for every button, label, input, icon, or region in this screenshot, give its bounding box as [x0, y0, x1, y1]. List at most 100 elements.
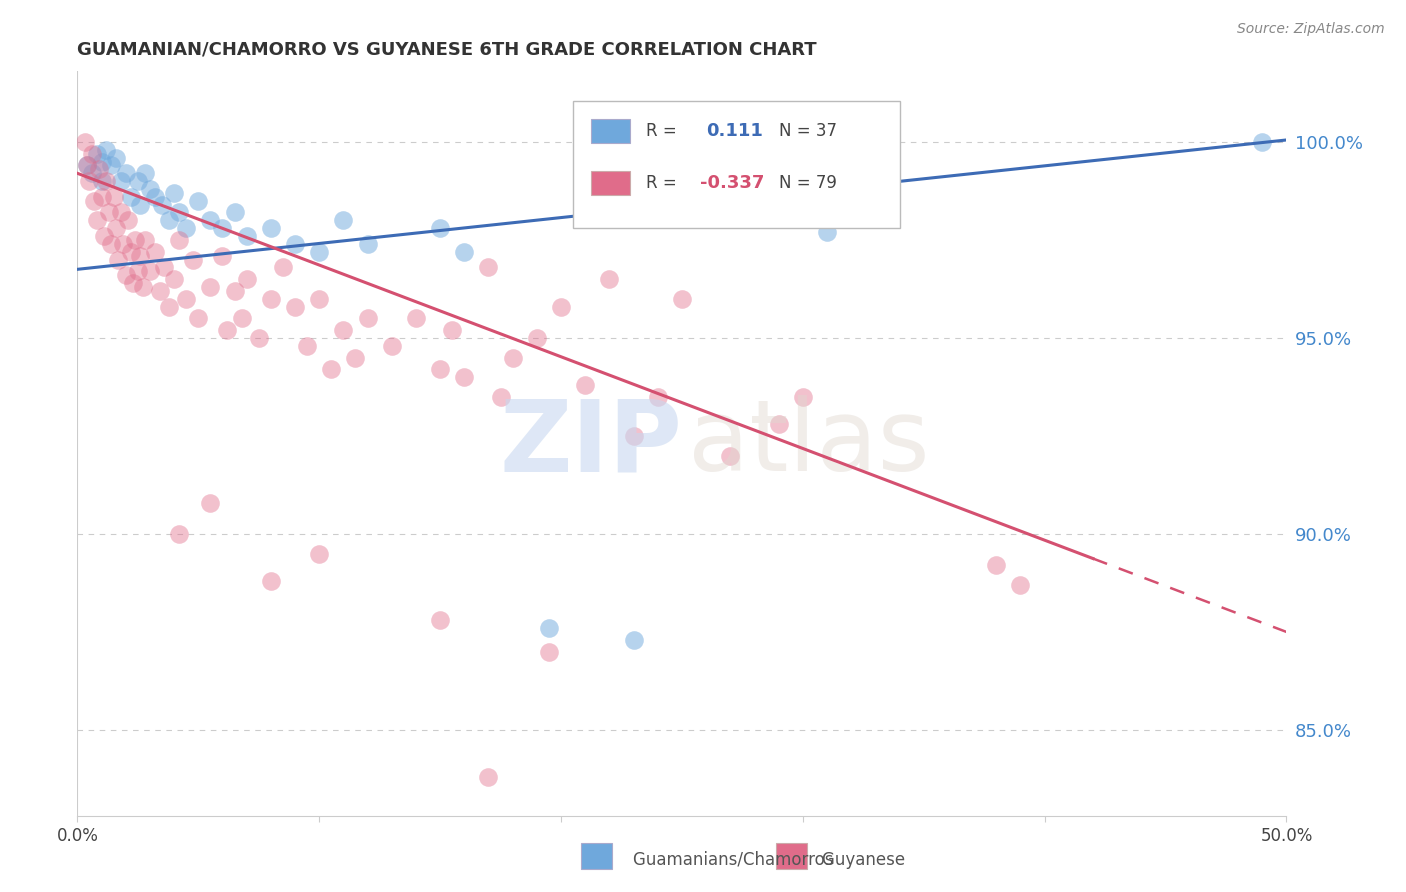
Text: R =: R = — [645, 174, 676, 192]
Point — [134, 166, 156, 180]
Point — [127, 264, 149, 278]
Text: Guyanese: Guyanese — [801, 851, 905, 869]
Point — [453, 244, 475, 259]
Point — [211, 249, 233, 263]
Point — [768, 417, 790, 432]
Point — [79, 174, 101, 188]
Point — [90, 174, 112, 188]
Point — [96, 143, 118, 157]
Text: N = 37: N = 37 — [779, 122, 837, 140]
Point — [356, 236, 378, 251]
Point — [120, 190, 142, 204]
Point — [103, 190, 125, 204]
Point — [235, 229, 257, 244]
Point — [200, 280, 222, 294]
Point — [110, 205, 132, 219]
FancyBboxPatch shape — [574, 101, 900, 227]
Point — [235, 272, 257, 286]
Point — [671, 292, 693, 306]
Point — [153, 260, 176, 275]
Point — [134, 233, 156, 247]
Text: Guamanians/Chamorros: Guamanians/Chamorros — [612, 851, 834, 869]
FancyBboxPatch shape — [592, 119, 630, 143]
Point — [96, 174, 118, 188]
Text: -0.337: -0.337 — [700, 174, 765, 192]
Point — [623, 632, 645, 647]
Point — [148, 284, 170, 298]
Point — [792, 390, 814, 404]
Point — [623, 429, 645, 443]
Point — [986, 558, 1008, 573]
Point — [76, 158, 98, 172]
Point — [200, 495, 222, 509]
Point — [167, 205, 190, 219]
Text: ZIP: ZIP — [499, 395, 682, 492]
Point — [174, 221, 197, 235]
Point — [187, 194, 209, 208]
Point — [129, 197, 152, 211]
Point — [163, 186, 186, 200]
Point — [100, 236, 122, 251]
Point — [127, 174, 149, 188]
Point — [441, 323, 464, 337]
Point — [73, 135, 96, 149]
FancyBboxPatch shape — [581, 843, 612, 869]
Point — [90, 154, 112, 169]
Point — [308, 244, 330, 259]
Point — [122, 276, 145, 290]
Point — [489, 390, 512, 404]
Point — [332, 213, 354, 227]
Point — [86, 213, 108, 227]
Point — [105, 151, 128, 165]
Point — [598, 272, 620, 286]
Point — [157, 213, 180, 227]
Point — [167, 527, 190, 541]
Point — [405, 311, 427, 326]
Point — [187, 311, 209, 326]
Text: Source: ZipAtlas.com: Source: ZipAtlas.com — [1237, 22, 1385, 37]
Point — [183, 252, 205, 267]
Point — [815, 225, 838, 239]
Point — [537, 644, 560, 658]
Point — [284, 236, 307, 251]
Point — [453, 370, 475, 384]
Point — [647, 390, 669, 404]
Point — [429, 362, 451, 376]
Point — [550, 300, 572, 314]
Point — [80, 146, 103, 161]
Point — [93, 229, 115, 244]
Point — [271, 260, 294, 275]
Point — [83, 194, 105, 208]
Text: 0.111: 0.111 — [706, 122, 763, 140]
Text: GUAMANIAN/CHAMORRO VS GUYANESE 6TH GRADE CORRELATION CHART: GUAMANIAN/CHAMORRO VS GUYANESE 6TH GRADE… — [77, 41, 817, 59]
Point — [1010, 578, 1032, 592]
Point — [100, 158, 122, 172]
Point — [537, 621, 560, 635]
Point — [150, 197, 173, 211]
Point — [381, 339, 404, 353]
Text: atlas: atlas — [688, 395, 929, 492]
Point — [429, 221, 451, 235]
Point — [260, 574, 283, 588]
Point — [295, 339, 318, 353]
Point — [124, 233, 146, 247]
FancyBboxPatch shape — [776, 843, 807, 869]
Point — [718, 449, 741, 463]
Point — [477, 770, 499, 784]
Point — [356, 311, 378, 326]
Point — [143, 244, 166, 259]
Point — [163, 272, 186, 286]
Point — [97, 205, 120, 219]
Point — [112, 236, 135, 251]
Point — [260, 221, 283, 235]
Point — [574, 378, 596, 392]
Point — [1251, 135, 1274, 149]
Point — [129, 249, 152, 263]
Point — [429, 613, 451, 627]
Point — [502, 351, 524, 365]
Point — [139, 264, 162, 278]
Point — [260, 292, 283, 306]
Point — [87, 162, 110, 177]
Point — [90, 190, 112, 204]
Point — [80, 166, 103, 180]
